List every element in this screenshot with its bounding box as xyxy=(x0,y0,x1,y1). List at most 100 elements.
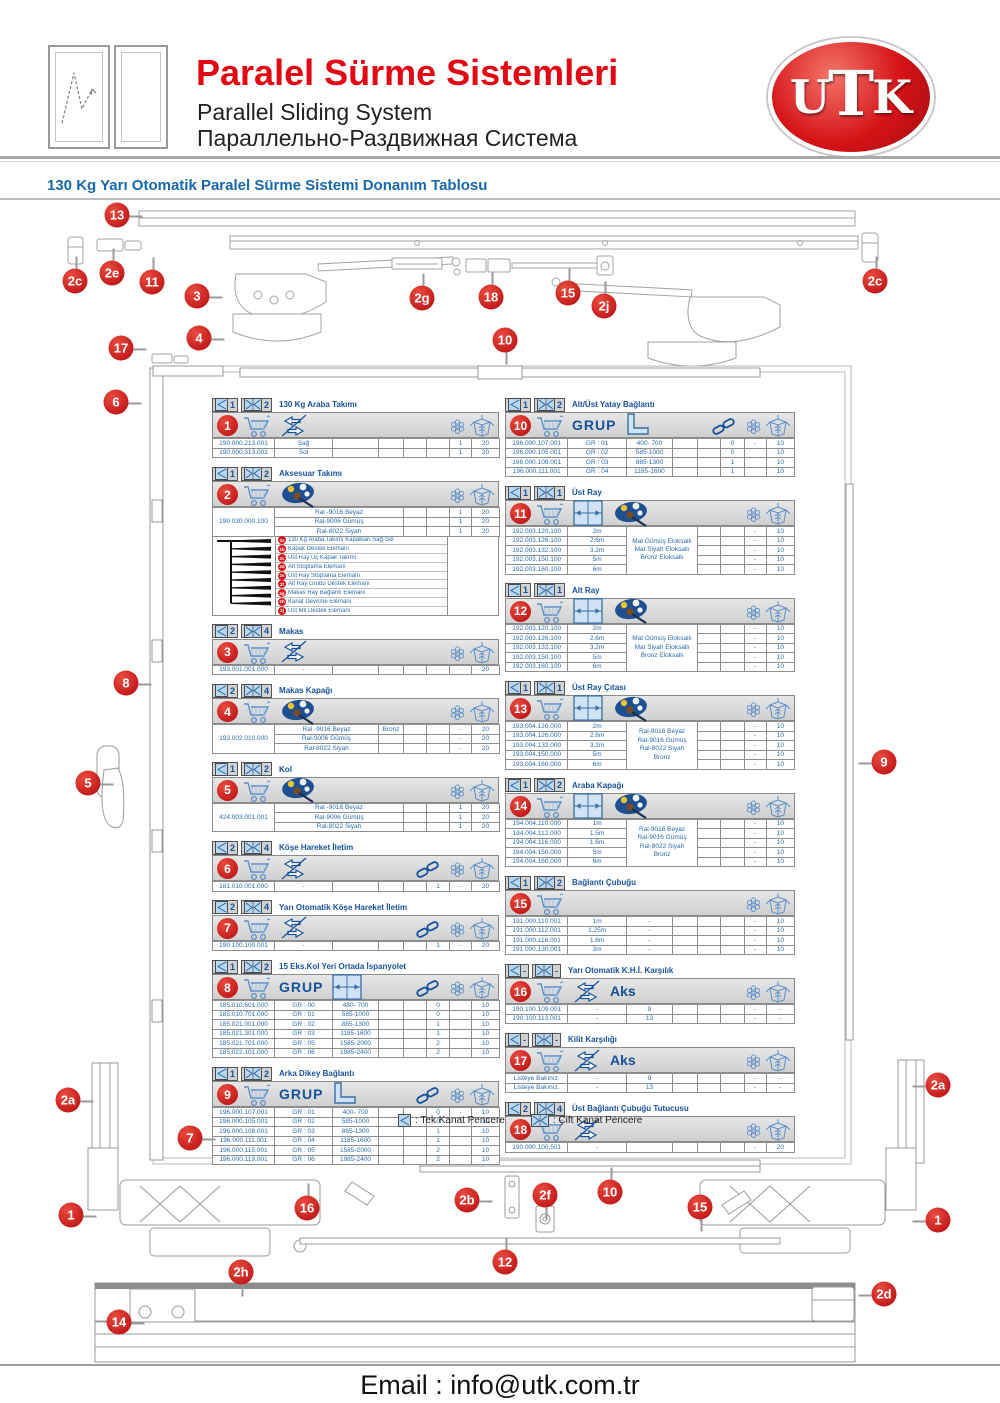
single-sash-icon xyxy=(215,900,228,914)
accessory-item: 2j Üst Mil Destek Elemanı xyxy=(276,606,447,615)
table-cell: 0 xyxy=(426,1000,450,1011)
table-title: Arka Dikey Bağlantı xyxy=(279,1069,355,1079)
table-row: Ral-8022 Siyah 1 20 xyxy=(213,526,501,537)
double-sash-icon xyxy=(244,1067,263,1081)
table-cell xyxy=(720,535,745,546)
accessory-label: Üst Ray Stoplama Elemanı xyxy=(288,572,361,579)
table-cell: 6m xyxy=(567,759,627,770)
diagram-marker-12: 12 xyxy=(492,1237,518,1275)
window-count-tab: 2 xyxy=(241,397,273,412)
table-cell: 192.003.160.100 xyxy=(504,564,569,575)
single-sash-icon xyxy=(508,964,521,977)
tab-count: 2 xyxy=(557,399,563,410)
table-cell: 6m xyxy=(567,856,627,867)
header-icons xyxy=(572,500,652,527)
diagram-marker-9: 9 xyxy=(858,749,897,775)
double-sash-icon xyxy=(244,762,263,776)
table-cell xyxy=(672,1073,699,1084)
table-cell: 190.000.213.001 xyxy=(212,438,275,449)
table-cell xyxy=(697,925,722,936)
table-cell: 20 xyxy=(471,526,501,537)
table-cell xyxy=(378,733,404,745)
window-count-tab: 1 xyxy=(505,485,532,500)
table-cell: GR : 01 xyxy=(274,1009,333,1021)
table-cell: 194.004.112.000 xyxy=(504,828,569,839)
window-count-tab: 2 xyxy=(212,683,239,698)
page-title: Paralel Sürme Sistemleri xyxy=(196,52,619,93)
table-cell: Bronz xyxy=(378,724,404,735)
table-cell xyxy=(378,940,404,952)
table-cell: - xyxy=(625,925,674,936)
diagram-marker-13: 13 xyxy=(104,202,143,228)
table-tabs: 2 4 Yarı Otomatik Köşe Hareket İletim xyxy=(212,900,499,915)
table-cell: 10 xyxy=(765,818,796,829)
table-cell xyxy=(449,1038,472,1049)
diagram-marker-4: 4 xyxy=(186,325,225,351)
table-cell xyxy=(378,1009,404,1021)
table-cell xyxy=(720,623,745,634)
link-icon xyxy=(712,417,736,437)
table-cell: 1585-2000 xyxy=(332,1038,379,1049)
table-cell: 196.000.115.001 xyxy=(212,1145,275,1156)
diagram-marker-15: 15 xyxy=(555,268,581,306)
double-sash-icon xyxy=(244,841,263,855)
table-cell xyxy=(403,1000,427,1011)
table-cell: 10 xyxy=(765,837,796,848)
diagram-marker-15: 15 xyxy=(687,1194,713,1232)
table-cell: GR : 04 xyxy=(567,466,627,477)
table-cell: 1 xyxy=(426,1028,450,1040)
parts-rows: 190.100.100.001-1-20 xyxy=(212,940,500,952)
parts-rows: 424.003.001.001 Ral -9016 Beyaz 1 20 Ral-900… xyxy=(212,802,501,833)
table-cell: 194.004.110.000 xyxy=(504,818,569,829)
table-cell xyxy=(449,1154,472,1166)
parts-column-left: 1 2 130 Kg Araba Takımı 1 190.000.213.001 Sağ… xyxy=(212,397,501,1173)
tab-count: 2 xyxy=(557,877,563,888)
double-sash-icon xyxy=(244,960,263,974)
table-cell: - xyxy=(743,633,767,644)
table-cell xyxy=(720,925,745,936)
comb-graphic xyxy=(213,536,276,615)
header-icons xyxy=(572,597,652,624)
table-row: 194.004.110.000 1m Ral-9016 Beyaz Ral-9016… xyxy=(504,818,796,867)
table-cell xyxy=(672,466,699,477)
table-cell: 193.002.010.000 xyxy=(212,724,275,754)
table-cell xyxy=(378,1145,404,1156)
table-header-band: 3 xyxy=(212,638,499,665)
table-cell: 1.5m xyxy=(567,828,627,839)
palette-icon xyxy=(612,694,652,723)
diagram-marker-11: 11 xyxy=(139,257,165,295)
table-cell xyxy=(403,507,428,518)
table-row: 185.021.001.000 GR : 02 885-1300 1 10 xyxy=(212,1019,500,1030)
item-number-badge: 18 xyxy=(510,1119,531,1140)
table-cell: 185.022.101.000 xyxy=(212,1047,275,1059)
table-cell: 190.000.100.501 xyxy=(504,1142,569,1153)
table-cell: Ral -9016 Beyaz xyxy=(273,802,405,814)
double-sash-icon xyxy=(244,467,263,480)
table-cell: 190.100.113.001 xyxy=(504,1013,569,1024)
table-cell: 20 xyxy=(471,516,501,527)
table-cell: - xyxy=(743,623,767,634)
table-cell: 193.004.160.000 xyxy=(504,759,569,770)
table-cell xyxy=(697,749,722,760)
single-sash-icon xyxy=(508,1033,521,1046)
diagram-marker-3: 3 xyxy=(184,283,223,309)
parts-table-4: 2 4 Makas Kapağı 4 193.002.010.000 Ral -9016 … xyxy=(212,683,500,754)
table-cell: 10 xyxy=(471,1038,500,1049)
table-cell xyxy=(426,812,451,823)
table-row: 196.000.105.001 GR : 02 585-1000 0 10 xyxy=(212,1116,500,1128)
table-cell: 13 xyxy=(625,1082,674,1093)
unit-icon xyxy=(746,702,761,717)
table-cell xyxy=(378,1038,404,1049)
table-cell: 1 xyxy=(426,881,450,892)
diagram-marker-1: 1 xyxy=(58,1202,97,1228)
parts-column-right: 1 2 Alt/Üst Yatay Bağlantı 10 GRUP 196.000.10… xyxy=(504,397,796,1161)
table-cell xyxy=(378,881,404,892)
table-row: Listeye Bakınız. -9- - xyxy=(504,1073,796,1084)
table-cell xyxy=(426,438,450,449)
diagram-marker-2j: 2j xyxy=(591,281,617,319)
window-count-tab: 4 xyxy=(241,840,273,855)
table-cell xyxy=(720,554,745,565)
table-row: 192.003.150.100 5m -10 xyxy=(504,652,796,663)
table-header-band: 8 GRUP xyxy=(212,974,499,1001)
window-count-tab: 1 xyxy=(212,397,239,412)
